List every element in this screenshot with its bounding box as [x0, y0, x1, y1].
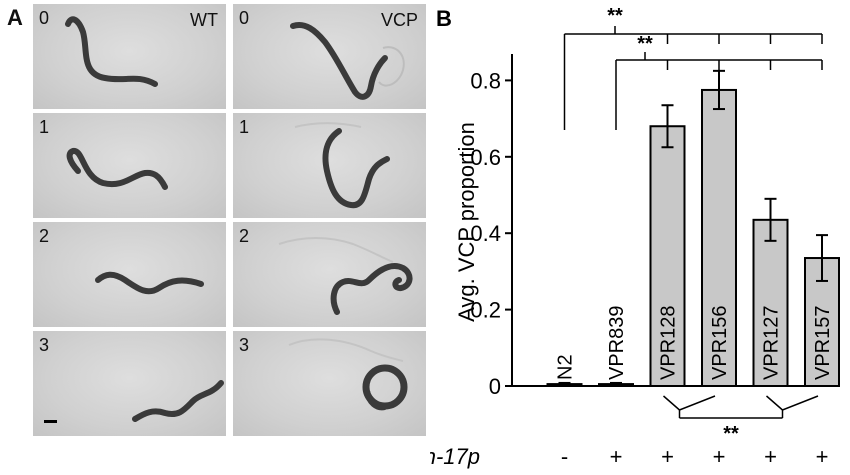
vcp-frame-1: 1 — [233, 113, 426, 218]
y-tick-label: 0 — [489, 374, 501, 399]
row-label-gene: hlh-17p — [430, 444, 480, 469]
panel-a-letter: A — [7, 5, 23, 30]
scale-bar — [44, 420, 57, 423]
y-axis-label: Avg. VCP proportion — [454, 122, 479, 322]
worm-image — [65, 16, 158, 87]
group-brace — [663, 395, 716, 411]
worm-image — [132, 380, 224, 422]
category-label: VPR128 — [658, 306, 680, 381]
worm-image — [66, 148, 168, 190]
frame-number: 3 — [39, 335, 50, 355]
significance-marker: ** — [607, 5, 623, 27]
row-sign: + — [610, 444, 623, 469]
row-label: t-hlh-17p — [430, 444, 480, 469]
frame-number: 1 — [239, 117, 250, 137]
frame-number: 0 — [239, 8, 250, 28]
category-label: VPR839 — [606, 306, 628, 381]
row-sign: + — [661, 444, 674, 469]
frame-number: 0 — [39, 8, 50, 28]
y-tick-label: 0.4 — [470, 221, 501, 246]
wt-frame-0: 0 WT — [33, 4, 226, 109]
row-sign: + — [816, 444, 829, 469]
vcp-frame-2: 2 — [233, 222, 426, 327]
wt-frame-2: 2 — [33, 222, 226, 327]
wt-frame-1: 1 — [33, 113, 226, 218]
wt-frame-3: 3 — [33, 331, 226, 436]
y-tick-label: 0.6 — [470, 145, 501, 170]
frame-number: 2 — [239, 226, 250, 246]
bar-chart: B 0 0.2 0.4 0.6 0.8 Avg. VCP proportion N2 VPR83… — [430, 5, 840, 469]
significance-marker: ** — [637, 33, 653, 55]
significance-marker: ** — [723, 423, 739, 445]
category-label: VPR156 — [709, 306, 731, 381]
y-tick-label: 0.2 — [470, 298, 501, 323]
frame-number: 1 — [39, 117, 50, 137]
y-tick-label: 0.8 — [470, 68, 501, 93]
row-sign: + — [764, 444, 777, 469]
bar — [752, 218, 789, 387]
panel-b-letter: B — [436, 6, 452, 31]
wt-label: WT — [190, 10, 218, 30]
category-label: VPR157 — [812, 306, 834, 381]
worm-image — [95, 271, 204, 295]
category-label: VPR127 — [761, 306, 783, 381]
worm-image — [278, 237, 413, 315]
frame-number: 2 — [39, 226, 50, 246]
category-label: N2 — [555, 354, 577, 380]
vcp-frame-3: 3 — [233, 331, 426, 436]
row-sign: - — [561, 444, 568, 469]
frame-number: 3 — [239, 335, 250, 355]
worm-image — [288, 338, 408, 411]
vcp-label: VCP — [380, 10, 418, 30]
vcp-frame-0: 0 VCP — [233, 4, 426, 109]
row-sign: + — [713, 444, 726, 469]
group-brace — [766, 395, 819, 411]
worm-image — [294, 122, 390, 209]
worm-image — [290, 22, 405, 100]
